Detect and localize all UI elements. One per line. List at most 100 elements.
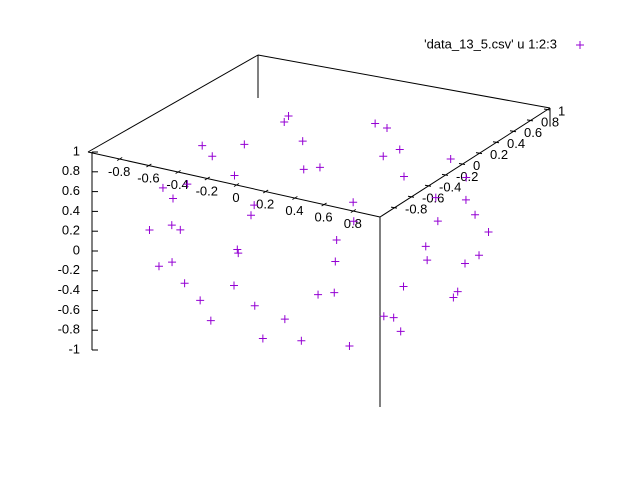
- point: [230, 281, 238, 290]
- x-tick-label: 0: [232, 190, 239, 205]
- point: [206, 316, 215, 325]
- point: [315, 163, 324, 172]
- point: [446, 155, 455, 164]
- y-tick: [441, 173, 449, 176]
- point: [250, 301, 259, 310]
- point: [331, 257, 340, 266]
- y-tick: [543, 108, 551, 111]
- point: [345, 341, 354, 350]
- y-tick: [509, 130, 517, 133]
- y-tick-label: 0.4: [507, 136, 525, 151]
- x-tick-label: -0.6: [137, 170, 159, 185]
- point: [196, 296, 205, 305]
- point: [349, 198, 358, 207]
- z-tick-label: 0.6: [62, 183, 80, 198]
- y-tick-label: -0.8: [405, 202, 427, 217]
- point: [379, 152, 388, 161]
- x-tick-label: 0.2: [256, 196, 274, 211]
- axes-box: [87, 54, 551, 407]
- point: [284, 112, 293, 121]
- z-tick-label: 0.2: [62, 223, 80, 238]
- point: [183, 180, 192, 189]
- x-tick: [350, 209, 357, 213]
- x-tick-label: -0.8: [108, 164, 130, 179]
- point: [471, 210, 480, 219]
- point: [461, 259, 469, 268]
- point: [453, 287, 462, 296]
- point: [169, 194, 177, 203]
- point: [198, 141, 207, 150]
- point: [168, 258, 177, 267]
- x-tick-label: 0.8: [344, 216, 362, 231]
- point: [176, 225, 185, 234]
- point: [431, 193, 440, 202]
- box-edge: [257, 54, 551, 109]
- point: [389, 313, 398, 322]
- x-tick: [175, 170, 181, 174]
- z-tick-label: -0.6: [58, 302, 80, 317]
- point: [423, 256, 432, 265]
- point: [297, 336, 306, 345]
- z-tick-label: -0.4: [58, 282, 80, 297]
- point: [433, 217, 442, 226]
- point: [383, 124, 391, 132]
- point: [379, 312, 388, 321]
- point: [299, 165, 308, 174]
- legend-label: 'data_13_5.csv' u 1:2:3: [424, 36, 557, 51]
- y-tick-label: 0: [473, 158, 480, 173]
- x-tick: [262, 189, 269, 194]
- x-tick-label: 0.6: [315, 209, 333, 224]
- x-tick-label: -0.4: [166, 177, 188, 192]
- point: [234, 249, 243, 258]
- point: [158, 183, 167, 192]
- x-tick: [146, 163, 152, 168]
- point: [154, 262, 163, 271]
- point: [330, 288, 339, 297]
- x-tick: [233, 183, 240, 187]
- point: [180, 279, 189, 288]
- z-tick-label: -0.8: [58, 322, 80, 337]
- point: [208, 152, 217, 161]
- y-tick: [492, 141, 500, 144]
- point: [230, 171, 239, 180]
- point: [371, 119, 380, 128]
- x-tick: [292, 196, 298, 200]
- y-tick: [475, 152, 483, 155]
- point: [449, 293, 458, 302]
- y-tick: [390, 206, 398, 209]
- y-tick-label: -0.6: [422, 191, 444, 206]
- z-tick-label: 0: [73, 242, 80, 257]
- x-tick: [204, 176, 211, 181]
- x-tick-label: -0.2: [196, 183, 218, 198]
- x-tick: [321, 202, 327, 207]
- y-tick: [526, 119, 534, 122]
- y-tick-label: 0.6: [524, 125, 542, 140]
- point: [314, 290, 323, 299]
- legend-marker: [576, 41, 584, 49]
- point: [233, 245, 242, 254]
- y-tick-label: 0.8: [541, 114, 559, 129]
- point: [298, 137, 307, 146]
- y-tick: [407, 195, 415, 198]
- point: [461, 195, 470, 204]
- z-tick-label: -1: [68, 341, 80, 356]
- point: [396, 327, 405, 336]
- z-tick-label: 1: [73, 143, 80, 158]
- point: [484, 228, 493, 237]
- point: [258, 334, 267, 343]
- box-edge: [87, 54, 259, 153]
- x-axis: [87, 151, 381, 218]
- point: [247, 211, 255, 220]
- y-tick: [424, 184, 432, 187]
- point: [400, 172, 408, 181]
- y-axis: [379, 107, 551, 218]
- point: [349, 217, 358, 226]
- point: [250, 201, 259, 210]
- point: [475, 251, 484, 260]
- x-tick: [116, 157, 123, 161]
- point: [167, 221, 176, 230]
- point: [280, 315, 289, 324]
- point: [399, 282, 408, 291]
- point: [280, 118, 289, 127]
